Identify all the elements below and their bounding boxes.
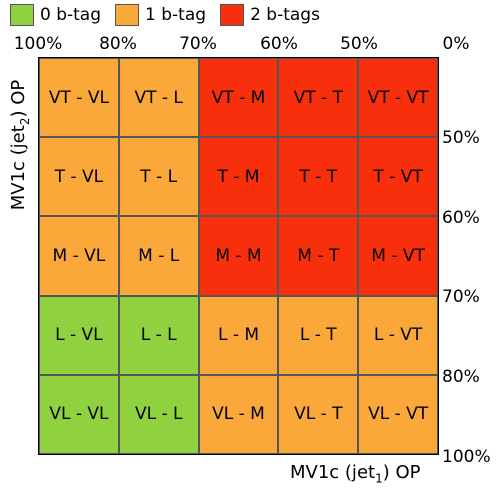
top-tick-label: 50%: [340, 34, 378, 54]
legend-swatch: [10, 4, 34, 26]
grid-cell: L - L: [118, 295, 199, 375]
grid-cell: VT - VT: [358, 58, 438, 138]
grid-cell: T - M: [198, 137, 279, 217]
x-axis-label: MV1c (jet1) OP: [290, 462, 421, 486]
legend-label: 2 b-tags: [250, 5, 320, 25]
top-tick-label: 80%: [99, 34, 137, 54]
grid-cell: M - VT: [358, 216, 438, 296]
grid-cell: T - VL: [39, 137, 119, 217]
legend-label: 1 b-tag: [145, 5, 207, 25]
right-tick-label: 70%: [442, 287, 480, 307]
grid-cell: VL - VL: [39, 374, 119, 454]
grid-cell: M - T: [278, 216, 359, 296]
grid-cell: VT - L: [118, 58, 199, 138]
grid-cell: VL - L: [118, 374, 199, 454]
right-tick-label: 60%: [442, 208, 480, 228]
top-tick-label: 0%: [442, 34, 470, 54]
right-tick-label: 100%: [442, 447, 491, 467]
y-axis-label: MV1c (jet2) OP: [8, 79, 32, 211]
right-tick-label: 50%: [442, 128, 480, 148]
grid-cell: L - M: [198, 295, 279, 375]
grid-cell: VL - T: [278, 374, 359, 454]
operating-point-grid: VT - VL VT - L VT - M VT - T VT - VT T - VL T …: [38, 57, 439, 455]
grid-cell: M - VL: [39, 216, 119, 296]
legend-item-0-btag: 0 b-tag: [10, 4, 101, 26]
legend-swatch: [220, 4, 245, 26]
grid-cell: VL - M: [198, 374, 279, 454]
legend-label: 0 b-tag: [40, 5, 102, 25]
grid-cell: T - L: [118, 137, 199, 217]
grid-cell: M - L: [118, 216, 199, 296]
legend: 0 b-tag 1 b-tag 2 b-tags: [10, 2, 334, 28]
grid-cell: VL - VT: [358, 374, 438, 454]
top-tick-label: 70%: [179, 34, 217, 54]
grid-cell: L - T: [278, 295, 359, 375]
top-tick-label: 100%: [13, 34, 63, 54]
grid-cell: VT - M: [198, 58, 279, 138]
grid-cell: VT - T: [278, 58, 359, 138]
legend-item-1-btag: 1 b-tag: [115, 4, 206, 26]
grid-cell: T - T: [278, 137, 359, 217]
grid-cell: L - VL: [39, 295, 119, 375]
legend-item-2-btags: 2 b-tags: [220, 4, 320, 26]
grid-cell: M - M: [198, 216, 279, 296]
grid-cell: VT - VL: [39, 58, 119, 138]
grid-cell: T - VT: [358, 137, 438, 217]
top-tick-label: 60%: [260, 34, 298, 54]
right-tick-label: 80%: [442, 367, 480, 387]
grid-cell: L - VT: [358, 295, 438, 375]
legend-swatch: [115, 4, 140, 26]
